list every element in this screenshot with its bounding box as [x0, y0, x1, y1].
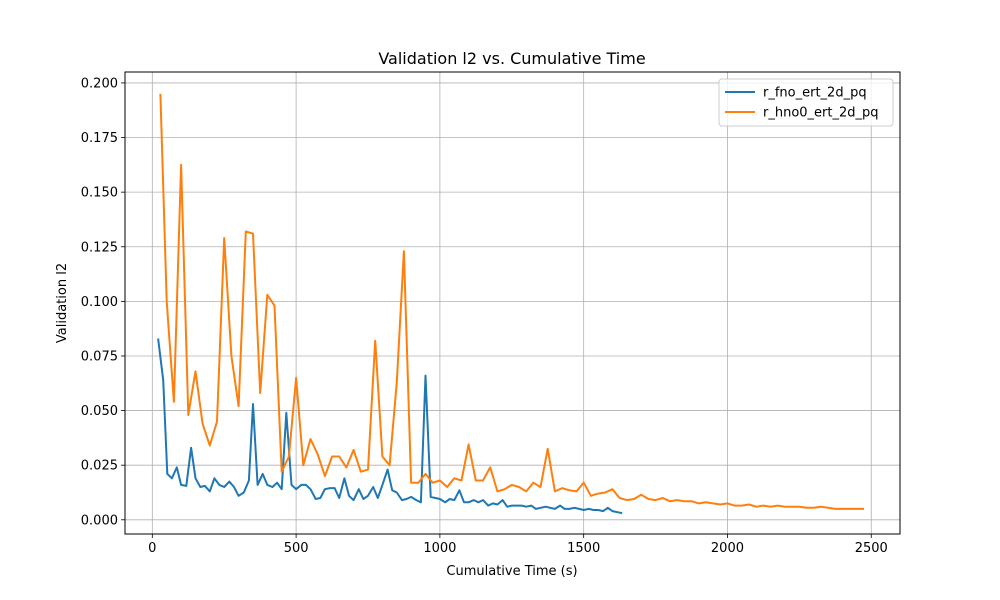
- x-tick-label: 2000: [711, 541, 744, 556]
- x-axis-label: Cumulative Time (s): [446, 564, 577, 579]
- y-tick-label: 0.025: [81, 459, 118, 474]
- y-tick-label: 0.050: [81, 404, 118, 419]
- y-tick-label: 0.125: [81, 240, 118, 255]
- x-tick-label: 1000: [423, 541, 456, 556]
- y-axis-label: Validation l2: [55, 263, 70, 343]
- x-tick-label: 1500: [567, 541, 600, 556]
- y-tick-label: 0.150: [81, 186, 118, 201]
- legend-label-fno: r_fno_ert_2d_pq: [763, 86, 867, 101]
- x-tick-label: 0: [148, 541, 156, 556]
- series-line-hno: [159, 93, 865, 510]
- x-axis-ticks: 0 500 1000 1500 2000 2500: [148, 534, 888, 556]
- y-tick-label: 0.075: [81, 349, 118, 364]
- series-lines: [157, 93, 865, 515]
- y-axis-ticks: 0.000 0.025 0.050 0.075 0.100 0.125 0.150 0.175…: [81, 76, 125, 528]
- axes-frame: [124, 71, 901, 535]
- x-tick-label: 2500: [855, 541, 888, 556]
- plot-area: [125, 72, 900, 534]
- legend-box: [718, 78, 894, 127]
- y-tick-label: 0.000: [81, 513, 118, 528]
- x-tick-label: 500: [284, 541, 309, 556]
- y-tick-label: 0.100: [81, 295, 118, 310]
- legend-label-hno: r_hno0_ert_2d_pq: [763, 106, 879, 121]
- y-tick-label: 0.200: [81, 76, 118, 91]
- legend: r_fno_ert_2d_pq r_hno0_ert_2d_pq: [718, 78, 894, 127]
- chart-title: Validation l2 vs. Cumulative Time: [378, 49, 645, 68]
- y-tick-label: 0.175: [81, 131, 118, 146]
- series-line-fno: [157, 338, 623, 515]
